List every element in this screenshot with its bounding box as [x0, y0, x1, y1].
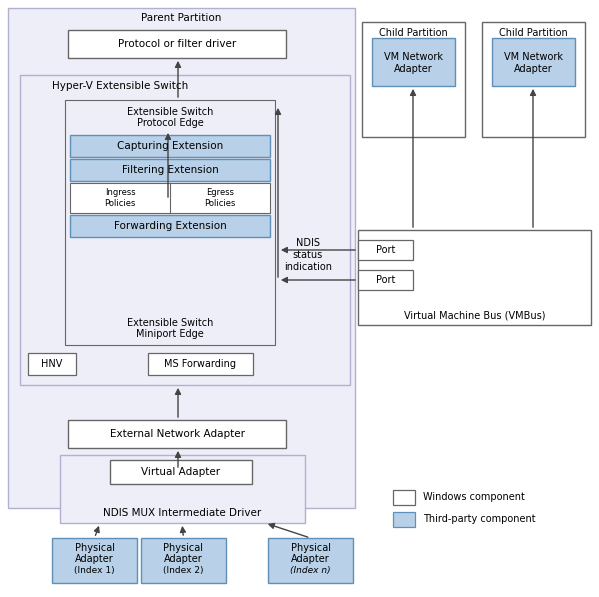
Text: Child Partition: Child Partition	[499, 28, 568, 38]
Bar	[110, 460, 252, 484]
Bar	[70, 135, 270, 157]
Text: VM Network: VM Network	[384, 52, 443, 62]
Text: Physical: Physical	[74, 543, 114, 553]
Text: Adapter: Adapter	[514, 64, 553, 74]
Text: Protocol Edge: Protocol Edge	[137, 118, 204, 128]
Bar	[68, 30, 286, 58]
Text: NDIS
status
indication: NDIS status indication	[284, 238, 332, 272]
Text: Miniport Edge: Miniport Edge	[136, 329, 204, 339]
Text: Ingress
Policies: Ingress Policies	[104, 188, 136, 208]
Text: Physical: Physical	[164, 543, 204, 553]
Text: Protocol or filter driver: Protocol or filter driver	[118, 39, 236, 49]
Text: Extensible Switch: Extensible Switch	[127, 318, 213, 328]
Bar	[8, 8, 355, 508]
Bar	[482, 22, 585, 137]
Bar	[70, 215, 270, 237]
Bar	[362, 22, 465, 137]
Bar	[20, 75, 350, 385]
Text: (Index 1): (Index 1)	[74, 567, 115, 576]
Bar	[70, 183, 270, 213]
Bar	[358, 270, 413, 290]
Text: Adapter: Adapter	[164, 554, 203, 564]
Text: Virtual Machine Bus (VMBus): Virtual Machine Bus (VMBus)	[404, 310, 545, 320]
Bar	[28, 353, 76, 375]
Text: Filtering Extension: Filtering Extension	[122, 165, 219, 175]
Bar	[358, 230, 591, 325]
Text: Parent Partition: Parent Partition	[141, 13, 222, 23]
Text: Port: Port	[376, 245, 395, 255]
Text: Adapter: Adapter	[291, 554, 330, 564]
Bar	[70, 159, 270, 181]
Bar	[372, 38, 455, 86]
Text: Capturing Extension: Capturing Extension	[117, 141, 223, 151]
Text: MS Forwarding: MS Forwarding	[165, 359, 237, 369]
Text: Forwarding Extension: Forwarding Extension	[114, 221, 226, 231]
Text: Third-party component: Third-party component	[423, 515, 536, 525]
Text: VM Network: VM Network	[504, 52, 563, 62]
Text: Adapter: Adapter	[75, 554, 114, 564]
Text: Egress
Policies: Egress Policies	[204, 188, 235, 208]
Text: Child Partition: Child Partition	[379, 28, 448, 38]
Text: Physical: Physical	[291, 543, 331, 553]
Bar	[141, 538, 226, 583]
Bar	[60, 455, 305, 523]
Bar	[52, 538, 137, 583]
Bar	[358, 240, 413, 260]
Bar	[65, 100, 275, 345]
Text: Port: Port	[376, 275, 395, 285]
Text: NDIS MUX Intermediate Driver: NDIS MUX Intermediate Driver	[104, 508, 262, 518]
Bar	[393, 490, 415, 505]
Text: Virtual Adapter: Virtual Adapter	[141, 467, 220, 477]
Bar	[492, 38, 575, 86]
Text: Hyper-V Extensible Switch: Hyper-V Extensible Switch	[52, 81, 188, 91]
Text: Adapter: Adapter	[394, 64, 433, 74]
Text: External Network Adapter: External Network Adapter	[110, 429, 244, 439]
Bar	[393, 512, 415, 527]
Text: Extensible Switch: Extensible Switch	[127, 107, 213, 117]
Text: HNV: HNV	[41, 359, 63, 369]
Bar	[268, 538, 353, 583]
Bar	[148, 353, 253, 375]
Text: Windows component: Windows component	[423, 493, 525, 503]
Bar	[68, 420, 286, 448]
Text: (Index 2): (Index 2)	[164, 567, 204, 576]
Text: (Index n): (Index n)	[290, 567, 331, 576]
